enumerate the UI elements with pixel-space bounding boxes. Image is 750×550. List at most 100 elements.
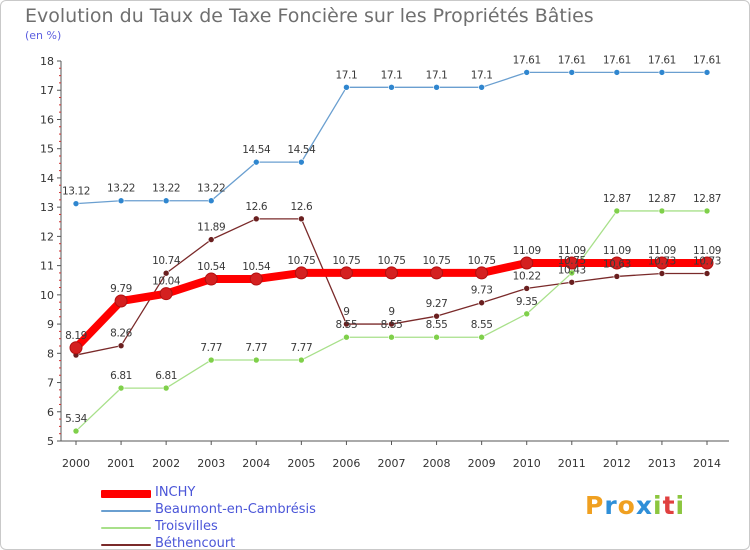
data-label: 11.09 xyxy=(513,245,541,257)
data-point xyxy=(114,294,128,308)
data-point xyxy=(478,299,485,307)
data-point xyxy=(252,356,260,364)
data-label: 10.75 xyxy=(332,255,360,267)
y-tick-label: 8 xyxy=(47,347,54,360)
data-point xyxy=(339,266,353,280)
data-point xyxy=(69,341,83,355)
legend-label: INCHY xyxy=(155,485,196,500)
series-labels: 8.26 10.74 11.89 12.6 12.6 9 9 9.27 9.73 10.22 10.… xyxy=(62,54,721,425)
data-label: 12.87 xyxy=(693,193,721,205)
data-label: 17.61 xyxy=(693,54,721,66)
y-tick-label: 13 xyxy=(40,201,54,214)
y-tick-label: 16 xyxy=(40,113,54,126)
legend-swatch xyxy=(101,527,151,529)
data-point xyxy=(343,84,350,91)
y-tick-label: 6 xyxy=(47,406,54,419)
data-label: 10.73 xyxy=(693,256,721,268)
axes: 5 6 7 8 9 10 11 12 13 14 15 16 17 18 2000 2001 2002 2003 2… xyxy=(40,55,729,470)
data-label: 10.04 xyxy=(152,276,181,288)
data-label: 8.55 xyxy=(336,319,358,331)
data-label: 12.87 xyxy=(603,193,631,205)
data-label: 5.34 xyxy=(65,413,87,425)
data-point xyxy=(162,197,170,205)
data-point xyxy=(520,256,534,270)
data-point xyxy=(433,84,440,91)
data-label: 10.75 xyxy=(287,255,315,267)
x-tick-label: 2014 xyxy=(693,457,721,470)
data-point xyxy=(388,320,395,328)
data-point xyxy=(252,215,260,223)
data-label: 8.55 xyxy=(471,319,493,331)
x-tick-label: 2012 xyxy=(603,457,631,470)
x-tick-label: 2006 xyxy=(332,457,360,470)
data-point xyxy=(613,273,621,280)
y-tick-label: 9 xyxy=(47,318,54,331)
data-point xyxy=(703,270,711,277)
data-label: 11.09 xyxy=(603,245,631,257)
data-point xyxy=(298,356,305,364)
series-points xyxy=(69,69,714,435)
x-tick-label: 2004 xyxy=(242,457,270,470)
data-label: 10.75 xyxy=(558,255,586,267)
legend-swatch xyxy=(101,544,151,546)
data-label: 13.22 xyxy=(152,183,180,195)
legend-swatch xyxy=(101,510,151,512)
data-label: 10.22 xyxy=(513,270,541,282)
data-point xyxy=(117,197,125,205)
y-tick-label: 10 xyxy=(40,289,54,302)
x-tick-label: 2009 xyxy=(468,457,496,470)
data-label: 9.35 xyxy=(516,296,538,308)
data-point xyxy=(433,312,440,320)
data-point xyxy=(388,84,395,91)
data-label: 10.73 xyxy=(648,256,676,268)
data-point xyxy=(294,266,308,280)
data-label: 12.6 xyxy=(290,201,312,213)
data-label: 10.75 xyxy=(423,255,451,267)
data-point xyxy=(700,256,714,270)
data-point xyxy=(207,197,215,205)
x-tick-label: 2000 xyxy=(62,457,90,470)
x-tick-label: 2008 xyxy=(423,457,451,470)
data-label: 10.54 xyxy=(242,261,271,273)
x-tick-label: 2011 xyxy=(558,457,586,470)
data-label: 17.61 xyxy=(648,54,676,66)
data-point xyxy=(523,310,531,318)
data-point xyxy=(703,69,711,76)
data-label: 10.43 xyxy=(558,264,586,276)
data-label: 11.09 xyxy=(558,245,586,257)
legend-item: Béthencourt xyxy=(101,536,381,549)
data-point xyxy=(162,269,170,277)
legend-label: Beaumont-en-Cambrésis xyxy=(155,502,316,517)
y-axis-unit: (en %) xyxy=(25,29,62,42)
data-label: 9 xyxy=(343,306,349,318)
y-tick-label: 5 xyxy=(47,435,54,448)
data-label: 10.74 xyxy=(152,255,181,267)
data-label: 17.61 xyxy=(558,54,586,66)
data-label: 7.77 xyxy=(245,342,267,354)
data-label: 11.89 xyxy=(197,222,225,234)
legend-item: Beaumont-en-Cambrésis xyxy=(101,502,381,519)
data-point xyxy=(72,427,80,435)
data-label: 8.26 xyxy=(110,328,132,340)
data-label: 12.6 xyxy=(245,201,267,213)
data-point xyxy=(72,200,80,207)
data-label: 10.54 xyxy=(197,261,226,273)
logo-letter: x xyxy=(635,491,653,520)
data-point xyxy=(658,207,666,215)
data-point xyxy=(658,270,666,277)
data-point xyxy=(523,285,531,292)
data-point xyxy=(478,333,485,341)
logo-letter: i xyxy=(653,491,663,520)
data-label: 17.1 xyxy=(381,69,403,81)
data-label: 9.79 xyxy=(110,283,132,295)
logo-letter: t xyxy=(662,491,676,520)
data-point xyxy=(207,356,215,364)
proxiti-logo: Proxiti xyxy=(585,491,685,520)
data-label: 9.73 xyxy=(471,285,493,297)
x-tick-label: 2010 xyxy=(513,457,541,470)
data-label: 17.1 xyxy=(336,69,358,81)
data-point xyxy=(117,342,125,350)
data-point xyxy=(430,266,444,280)
data-point xyxy=(298,215,305,223)
